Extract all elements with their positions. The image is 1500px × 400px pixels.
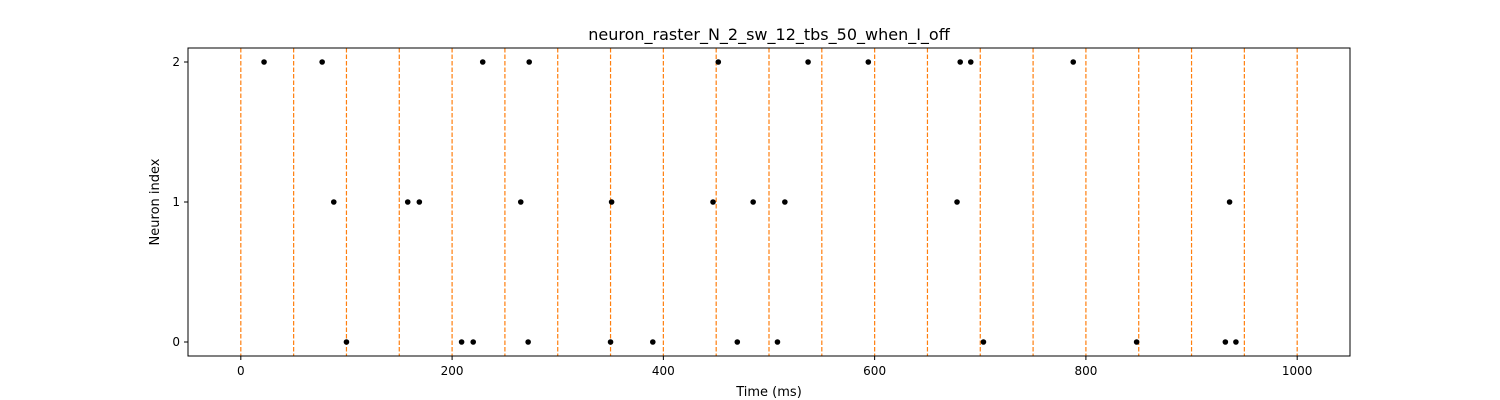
x-tick-label: 0 <box>237 364 245 378</box>
spike-point <box>319 59 325 65</box>
y-tick-label: 1 <box>172 195 180 209</box>
chart-title: neuron_raster_N_2_sw_12_tbs_50_when_I_of… <box>588 25 950 45</box>
spike-point <box>416 199 423 205</box>
spike-point <box>734 339 741 345</box>
spike-point <box>608 199 615 205</box>
spike-point <box>1222 339 1229 345</box>
spike-point <box>458 339 465 345</box>
spike-point <box>607 339 614 345</box>
x-tick-label: 400 <box>652 364 675 378</box>
spike-point <box>517 199 524 205</box>
y-tick-label: 0 <box>172 335 180 349</box>
spike-point <box>1233 339 1239 345</box>
x-tick-label: 1000 <box>1282 364 1313 378</box>
x-axis-title: Time (ms) <box>735 385 802 400</box>
spike-point <box>404 199 411 205</box>
spike-point <box>954 199 960 205</box>
spike-point <box>710 199 716 205</box>
spike-point <box>1133 339 1140 345</box>
spike-point <box>782 199 788 205</box>
spike-point <box>1226 199 1233 205</box>
spike-point <box>715 59 722 65</box>
spike-point <box>650 339 656 345</box>
spike-point <box>805 59 811 65</box>
spike-point <box>525 339 531 345</box>
spike-point <box>957 59 964 65</box>
plot-area <box>240 48 1298 356</box>
spike-point <box>343 339 350 345</box>
spike-point <box>479 59 486 65</box>
spike-point <box>470 339 477 345</box>
spike-point <box>750 199 756 205</box>
spike-point <box>330 199 337 205</box>
spike-point <box>865 59 872 65</box>
spike-point <box>774 339 781 345</box>
x-tick-label: 800 <box>1074 364 1097 378</box>
x-tick-label: 200 <box>441 364 464 378</box>
spike-point <box>526 59 533 65</box>
y-tick-label: 2 <box>172 55 180 69</box>
x-tick-label: 600 <box>863 364 886 378</box>
y-axis: 0 1 2 <box>172 55 188 349</box>
spike-point <box>1070 59 1077 65</box>
spike-point <box>261 59 267 65</box>
y-axis-title: Neuron index <box>148 158 163 245</box>
x-axis: 0 200 400 600 800 1000 <box>237 356 1312 378</box>
spike-point <box>980 339 987 345</box>
spike-point <box>967 59 974 65</box>
